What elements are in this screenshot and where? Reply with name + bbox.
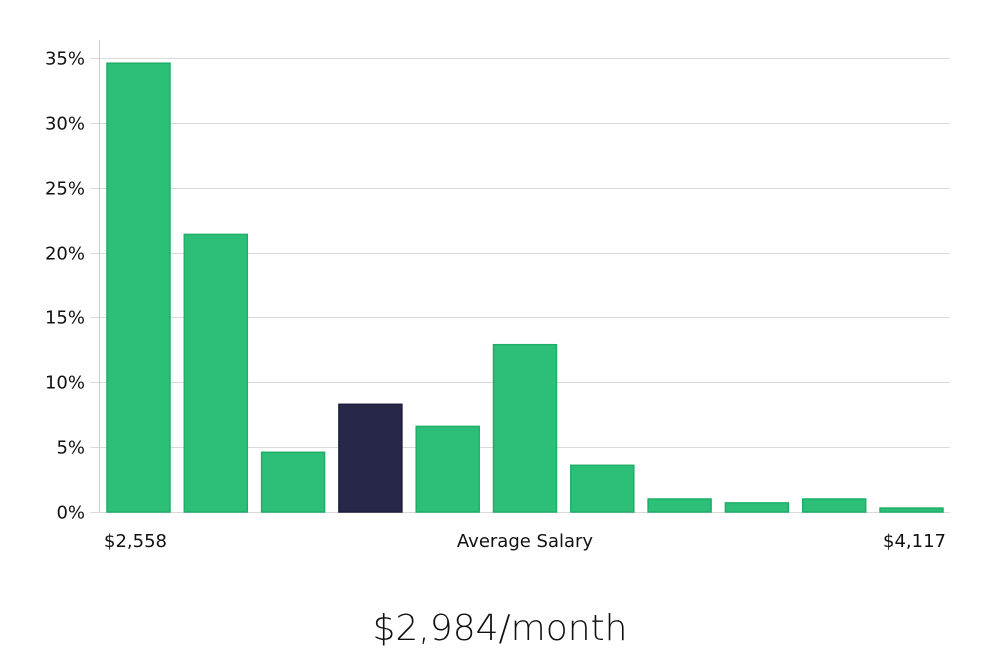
average-salary-headline: $2,984/month bbox=[372, 608, 628, 649]
y-tick-label: 0% bbox=[56, 503, 85, 524]
salary-histogram: 0% 5% 10% 15% 20% 25% 30% 35% $2,558 Average Sa… bbox=[45, 40, 950, 552]
bar bbox=[570, 464, 635, 513]
y-tick-label: 30% bbox=[45, 114, 85, 135]
y-tick-labels: 0% 5% 10% 15% 20% 25% 30% 35% bbox=[45, 49, 85, 524]
bar-highlighted bbox=[338, 403, 403, 513]
x-axis-title: Average Salary bbox=[457, 531, 594, 552]
y-tick-label: 25% bbox=[45, 179, 85, 200]
bar bbox=[879, 507, 944, 513]
bar bbox=[106, 62, 171, 513]
bar bbox=[183, 233, 249, 513]
bar bbox=[415, 425, 480, 513]
y-tick-label: 5% bbox=[56, 438, 85, 459]
bar bbox=[801, 498, 867, 513]
bar bbox=[260, 451, 326, 513]
bar bbox=[492, 343, 558, 513]
y-tick-label: 35% bbox=[45, 49, 85, 70]
y-tick-label: 15% bbox=[45, 308, 85, 329]
bar bbox=[647, 498, 712, 513]
x-min-label: $2,558 bbox=[104, 531, 167, 552]
y-tick-label: 10% bbox=[45, 373, 85, 394]
bars bbox=[106, 62, 944, 513]
x-max-label: $4,117 bbox=[883, 531, 946, 552]
bar bbox=[724, 502, 790, 513]
y-tick-label: 20% bbox=[45, 244, 85, 265]
